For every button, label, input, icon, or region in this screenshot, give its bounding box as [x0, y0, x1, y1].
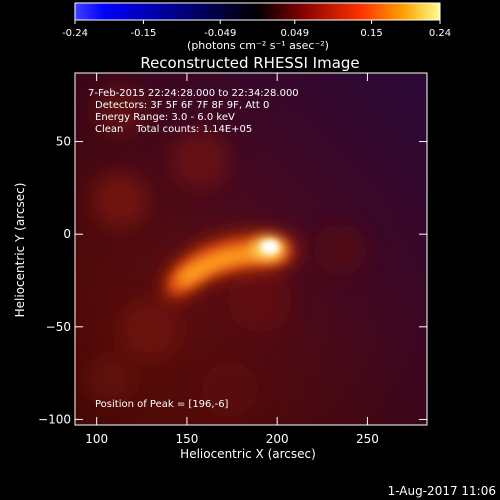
- colorbar-tick-label: -0.24: [62, 28, 88, 39]
- info-energy-range: Energy Range: 3.0 - 6.0 keV: [95, 112, 235, 123]
- y-tick-label: −50: [46, 320, 71, 334]
- footer-date: 1-Aug-2017 11:06: [388, 484, 496, 498]
- colorbar-tick-label: 0.15: [360, 28, 382, 39]
- y-tick-label: −100: [38, 412, 71, 426]
- flare-source: [164, 232, 298, 301]
- info-detectors: Detectors: 3F 5F 6F 7F 8F 9F, Att 0: [95, 100, 269, 111]
- x-tick-label: 150: [175, 432, 198, 446]
- colorbar-tick-label: 0.24: [429, 28, 451, 39]
- info-time-range: 7-Feb-2015 22:24:28.000 to 22:34:28.000: [88, 88, 299, 99]
- y-axis-label: Heliocentric Y (arcsec): [13, 183, 27, 318]
- colorbar-tick-label: -0.049: [204, 28, 236, 39]
- y-tick-label: 50: [56, 135, 71, 149]
- peak-position-label: Position of Peak = [196,-6]: [95, 399, 229, 410]
- colorbar-tick-label: 0.049: [280, 28, 309, 39]
- x-tick-label: 100: [85, 432, 108, 446]
- plot-frame: [74, 72, 428, 426]
- x-tick-label: 200: [266, 432, 289, 446]
- x-axis: 100 150 200 250: [85, 73, 379, 446]
- y-axis: 50 0 −50 −100: [38, 135, 427, 426]
- colorbar-ticks: -0.24 -0.15 -0.049 0.049 0.15 0.24: [62, 20, 451, 39]
- colorbar-units: (photons cm⁻² s⁻¹ asec⁻²): [187, 39, 329, 52]
- info-clean-counts: Clean Total counts: 1.14E+05: [95, 124, 252, 135]
- x-axis-label: Heliocentric X (arcsec): [180, 447, 316, 461]
- image-area: [75, 73, 427, 425]
- info-text: 7-Feb-2015 22:24:28.000 to 22:34:28.000 …: [88, 88, 299, 410]
- y-tick-label: 0: [63, 227, 71, 241]
- plot-title: Reconstructed RHESSI Image: [140, 54, 359, 72]
- colorbar-strip: [74, 2, 441, 21]
- x-tick-label: 250: [356, 432, 379, 446]
- colorbar-tick-label: -0.15: [131, 28, 157, 39]
- colorbar: -0.24 -0.15 -0.049 0.049 0.15 0.24 (photons c…: [62, 2, 451, 52]
